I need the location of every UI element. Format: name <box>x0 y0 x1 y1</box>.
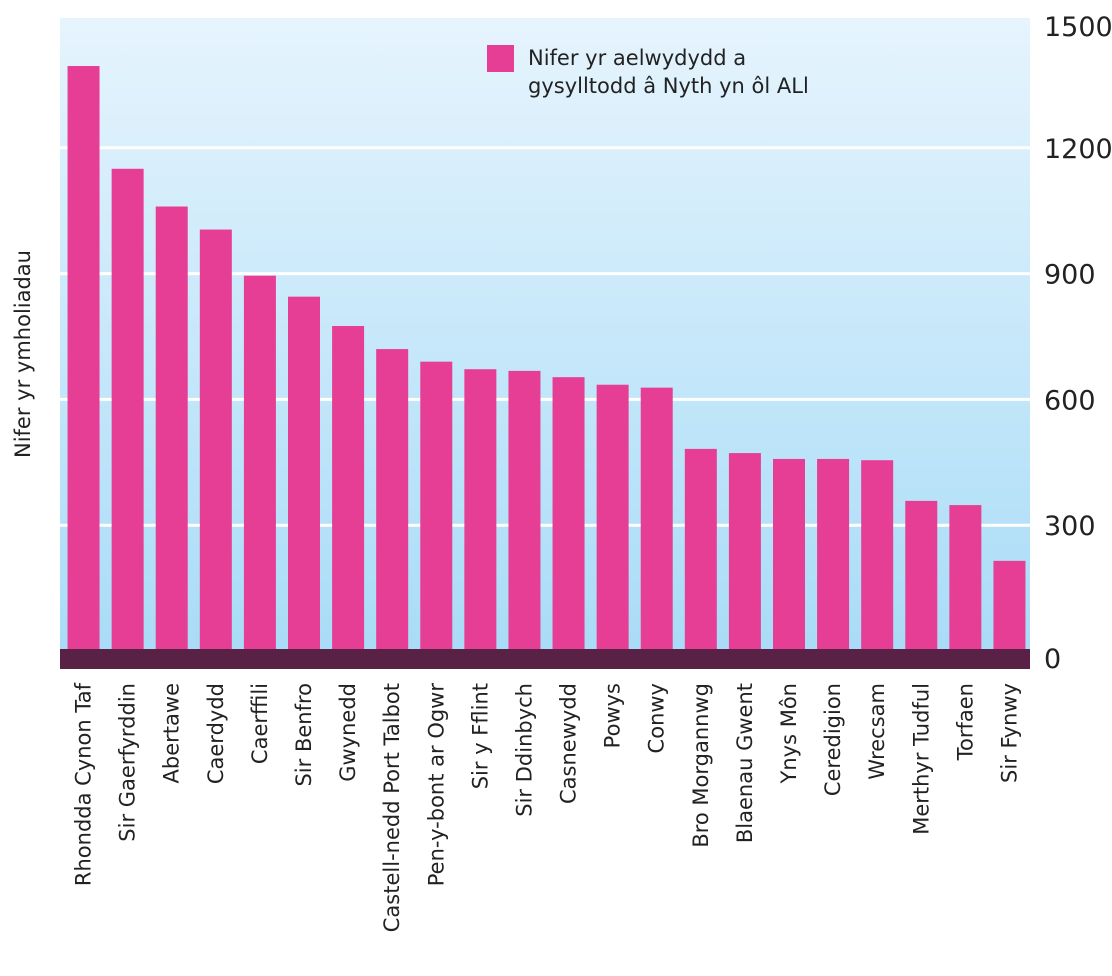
y-tick-label: 600 <box>1044 385 1096 416</box>
bar <box>773 458 805 651</box>
bar <box>596 384 629 651</box>
x-tick-label: Ynys Môn <box>777 683 801 784</box>
y-axis-title: Nifer yr ymholiadau <box>11 250 35 458</box>
bar <box>67 66 100 651</box>
y-tick-label: 300 <box>1044 511 1096 542</box>
legend-label: gysylltodd â Nyth yn ôl ALl <box>528 74 809 98</box>
x-tick-label: Sir Ddinbych <box>512 683 536 817</box>
x-tick-label: Torfaen <box>953 683 977 761</box>
x-tick-label: Abertawe <box>160 683 184 783</box>
bar <box>199 229 232 651</box>
bar <box>949 505 982 651</box>
x-tick-label: Conwy <box>645 683 669 753</box>
bar <box>728 453 761 651</box>
bar <box>420 361 453 651</box>
bar <box>508 370 541 651</box>
y-tick-label: 1500 <box>1044 12 1112 43</box>
x-tick-label: Gwynedd <box>336 683 360 782</box>
x-tick-label: Bro Morgannwg <box>689 683 713 848</box>
y-tick-label: 900 <box>1044 260 1096 291</box>
x-tick-label: Sir Gaerfyrddin <box>116 683 140 842</box>
x-tick-label: Caerffili <box>248 683 272 764</box>
bar <box>640 387 673 651</box>
legend-label: Nifer yr aelwydydd a <box>528 46 746 70</box>
bar <box>288 296 320 651</box>
x-tick-label: Castell-nedd Port Talbot <box>380 683 404 932</box>
legend-swatch <box>487 45 514 72</box>
x-tick-label: Sir Benfro <box>292 683 316 787</box>
bar <box>861 460 894 651</box>
x-tick-label: Caerdydd <box>204 683 228 784</box>
x-tick-label: Powys <box>601 683 625 748</box>
x-tick-label: Wrecsam <box>865 683 889 780</box>
bar <box>993 560 1026 651</box>
x-tick-label: Pen-y-bont ar Ogwr <box>424 683 448 887</box>
bar <box>464 369 497 651</box>
bar <box>684 448 717 651</box>
baseline <box>60 649 1030 669</box>
bar <box>111 168 144 651</box>
bar <box>243 275 276 651</box>
y-tick-label: 1200 <box>1044 134 1112 165</box>
bar <box>552 377 585 651</box>
x-tick-label: Casnewydd <box>557 683 581 804</box>
bar <box>155 206 188 652</box>
bar <box>817 458 850 651</box>
y-tick-label: 0 <box>1044 644 1061 675</box>
x-tick-label: Merthyr Tudful <box>909 683 933 835</box>
x-tick-label: Ceredigion <box>821 683 845 796</box>
x-tick-label: Rhondda Cynon Taf <box>72 682 96 886</box>
x-tick-label: Blaenau Gwent <box>733 683 757 843</box>
bar <box>905 500 938 651</box>
bar <box>376 349 409 651</box>
x-tick-label: Sir y Fflint <box>468 683 492 789</box>
x-tick-label: Sir Fynwy <box>997 683 1021 783</box>
bar <box>332 326 365 651</box>
